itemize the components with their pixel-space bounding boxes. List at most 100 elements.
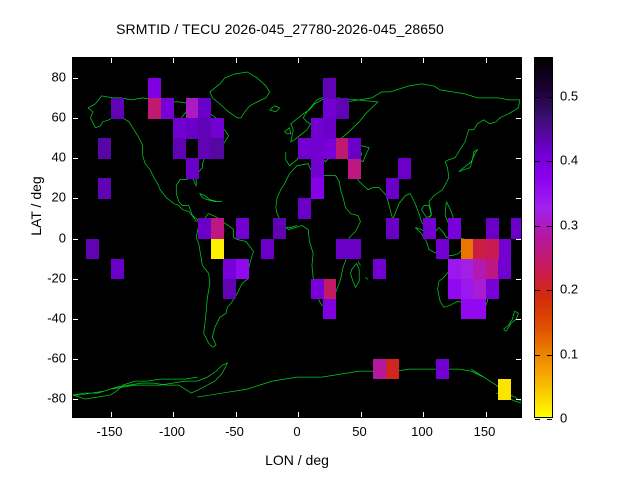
y-tick-label: -40 bbox=[47, 310, 66, 326]
y-axis-tick bbox=[73, 358, 78, 360]
coastline-path bbox=[504, 311, 519, 331]
x-axis-tick bbox=[298, 58, 299, 63]
heatmap-cell bbox=[185, 118, 199, 139]
heatmap-cell bbox=[335, 98, 349, 119]
heatmap-cell bbox=[185, 158, 199, 179]
colorbar-tick bbox=[547, 419, 552, 420]
heatmap-cell bbox=[498, 378, 512, 400]
heatmap-cell bbox=[110, 98, 124, 119]
colorbar-tick bbox=[535, 290, 540, 292]
y-axis-tick bbox=[73, 158, 78, 160]
y-tick-label: 40 bbox=[51, 149, 66, 165]
heatmap-cell bbox=[198, 98, 212, 119]
heatmap-cell bbox=[85, 238, 99, 260]
colorbar-tick bbox=[547, 161, 552, 163]
heatmap-cell bbox=[448, 218, 462, 240]
coastline-path bbox=[285, 128, 291, 134]
heatmap-cell bbox=[148, 98, 162, 119]
x-axis: -150 -100 -50 0 50 100 150 bbox=[72, 424, 522, 444]
y-tick-label: 60 bbox=[51, 109, 66, 125]
heatmap-cell bbox=[385, 218, 399, 240]
y-axis-tick bbox=[73, 278, 78, 280]
coastline-path bbox=[365, 277, 367, 279]
heatmap-cell bbox=[148, 78, 162, 99]
coastline-path bbox=[297, 369, 521, 401]
colorbar-tick bbox=[535, 161, 540, 163]
x-axis-tick bbox=[235, 58, 237, 63]
heatmap-cell bbox=[323, 78, 337, 99]
heatmap-cell bbox=[235, 258, 249, 280]
heatmap-cell bbox=[448, 258, 462, 280]
heatmap-cell bbox=[223, 278, 237, 300]
heatmap-cell bbox=[273, 218, 287, 240]
colorbar-tick bbox=[547, 354, 552, 356]
heatmap-cell bbox=[210, 218, 224, 240]
heatmap-cell bbox=[473, 278, 487, 300]
heatmap-cell bbox=[298, 138, 312, 159]
heatmap-cell bbox=[398, 158, 412, 179]
colorbar-tick bbox=[535, 419, 540, 420]
x-axis-tick bbox=[485, 412, 487, 417]
colorbar-tick bbox=[535, 225, 540, 227]
y-axis-tick bbox=[73, 118, 78, 120]
y-axis-tick bbox=[73, 78, 78, 80]
colorbar-tick bbox=[547, 225, 552, 227]
y-axis-tick bbox=[516, 318, 521, 320]
y-axis-tick bbox=[516, 278, 521, 280]
heatmap-cell bbox=[185, 98, 199, 119]
heatmap-cell bbox=[473, 298, 487, 320]
heatmap-cell bbox=[173, 138, 187, 159]
map-plot-area[interactable] bbox=[72, 57, 522, 418]
x-axis-tick bbox=[360, 58, 362, 63]
heatmap-cell bbox=[323, 98, 337, 119]
y-axis-tick bbox=[516, 398, 521, 400]
heatmap-cell-layer bbox=[73, 58, 521, 417]
coastline-path bbox=[200, 194, 222, 202]
heatmap-cell bbox=[223, 258, 237, 280]
heatmap-cell bbox=[460, 258, 474, 280]
colorbar-tick bbox=[535, 96, 540, 98]
heatmap-cell bbox=[485, 258, 499, 280]
x-axis-tick bbox=[298, 412, 299, 417]
coastline-path bbox=[197, 377, 297, 397]
heatmap-cell bbox=[110, 258, 124, 280]
heatmap-cell bbox=[373, 258, 387, 280]
x-axis-tick bbox=[173, 58, 174, 63]
heatmap-cell bbox=[310, 178, 324, 199]
heatmap-cell bbox=[460, 298, 474, 320]
x-tick-label: 50 bbox=[352, 424, 367, 439]
coastline-path bbox=[73, 377, 197, 399]
heatmap-cell bbox=[260, 238, 274, 260]
heatmap-cell bbox=[335, 138, 349, 159]
heatmap-cell bbox=[298, 198, 312, 220]
y-axis-tick bbox=[516, 198, 521, 200]
colorbar-tick-label: 0.2 bbox=[560, 281, 579, 297]
y-tick-label: -20 bbox=[47, 270, 66, 286]
coastline-path bbox=[459, 150, 478, 172]
colorbar-tick-label: 0.1 bbox=[560, 346, 579, 362]
heatmap-cell bbox=[310, 138, 324, 159]
heatmap-cell bbox=[498, 238, 512, 260]
chart-title: SRMTID / TECU 2026-045_27780-2026-045_28… bbox=[116, 21, 444, 37]
heatmap-cell bbox=[485, 238, 499, 260]
coastline-path bbox=[73, 363, 227, 395]
y-axis-tick bbox=[73, 238, 78, 240]
y-axis-tick bbox=[73, 398, 78, 400]
y-tick-label: 80 bbox=[51, 69, 66, 85]
x-tick-label: 150 bbox=[473, 424, 496, 439]
heatmap-cell bbox=[510, 218, 521, 240]
colorbar-tick-label: 0.5 bbox=[560, 88, 579, 104]
y-axis-tick bbox=[73, 198, 78, 200]
colorbar-tick bbox=[535, 354, 540, 356]
coastline-path bbox=[291, 96, 332, 142]
heatmap-cell bbox=[435, 238, 449, 260]
y-axis-tick bbox=[516, 238, 521, 240]
heatmap-cell bbox=[310, 118, 324, 139]
heatmap-cell bbox=[98, 178, 112, 199]
heatmap-cell bbox=[173, 118, 187, 139]
coastline-path bbox=[471, 369, 483, 377]
x-tick-label: -100 bbox=[158, 424, 186, 439]
heatmap-cell bbox=[498, 258, 512, 280]
coastline-path bbox=[270, 106, 280, 112]
